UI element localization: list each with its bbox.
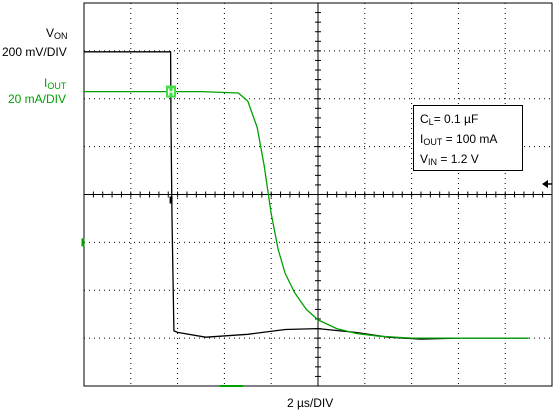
trace-iout	[84, 90, 529, 339]
von-scale-label: 200 mV/DIV	[2, 45, 67, 59]
x-axis-label: 2 µs/DIV	[287, 396, 334, 410]
trigger-level-arrow	[542, 179, 548, 188]
von-label: VON	[46, 26, 68, 41]
cl-condition: CL= 0.1 µF	[420, 112, 479, 127]
vin-condition: VIN = 1.2 V	[420, 152, 479, 167]
test-conditions-box: CL= 0.1 µF IOUT = 100 mA VIN = 1.2 V	[413, 105, 523, 171]
trigger-marker-box	[166, 85, 177, 98]
trace-von	[84, 51, 529, 340]
iout-scale-label: 20 mA/DIV	[8, 92, 67, 106]
iout-label: IOUT	[44, 76, 67, 91]
trigger-marker-text: H	[167, 88, 174, 99]
iout-condition: IOUT = 100 mA	[420, 132, 498, 147]
